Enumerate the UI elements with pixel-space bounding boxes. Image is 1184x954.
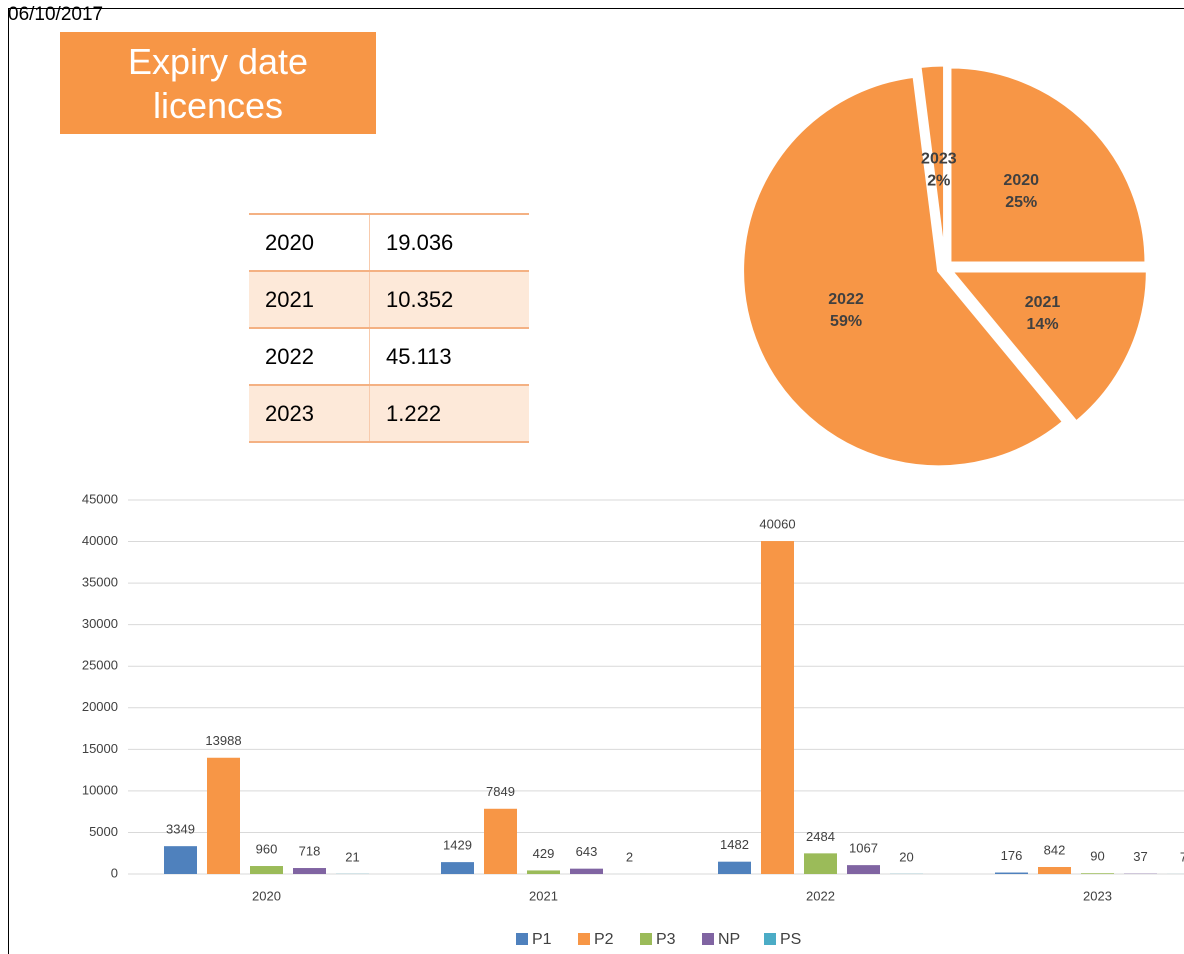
table-cell: 2020 [249,213,370,272]
bar-label: 90 [1090,849,1104,864]
y-tick-label: 30000 [82,616,118,631]
pie-label-category: 2023 [921,150,957,167]
pie-label-value: 25% [1005,194,1037,211]
bar [995,872,1028,874]
bar-label: 40060 [759,516,795,531]
legend-label: P1 [532,931,552,948]
table-row: 2023 1.222 [249,385,529,443]
y-tick-label: 15000 [82,741,118,756]
bar [804,853,837,874]
bar-label: 643 [576,844,598,859]
bar [164,846,197,874]
bar-label: 37 [1133,849,1147,864]
bar-label: 2 [626,849,633,864]
bar [1038,867,1071,874]
bar [250,866,283,874]
y-tick-label: 0 [111,865,118,880]
pie-slice [741,74,1066,469]
pie-label-value: 14% [1027,316,1059,333]
bar-label: 7 [1180,849,1184,864]
bar-label: 13988 [205,733,241,748]
bar-label: 20 [899,849,913,864]
legend-swatch [516,933,528,945]
y-tick-label: 35000 [82,575,118,590]
table-cell: 45.113 [369,328,529,386]
pie-label-value: 2% [927,172,950,189]
table-cell: 2021 [249,271,370,329]
bar-label: 1429 [443,838,472,853]
legend-swatch [764,933,776,945]
frame [8,8,1184,954]
bar-label: 3349 [166,822,195,837]
bar [847,865,880,874]
bar-label: 718 [299,843,321,858]
x-tick-label: 2022 [806,888,835,903]
y-tick-label: 10000 [82,782,118,797]
y-tick-label: 40000 [82,533,118,548]
title: Expiry date licences [60,32,376,134]
x-tick-label: 2020 [252,888,281,903]
pie-slice [918,63,947,262]
pie-slice [948,65,1148,265]
bar [527,870,560,874]
pie-label-category: 2022 [828,291,864,308]
table-cell: 1.222 [369,385,529,443]
bar-label: 7849 [486,784,515,799]
table-cell: 2022 [249,328,370,386]
table-row: 2020 19.036 [249,213,529,272]
bar-label: 1067 [849,841,878,856]
bar-label: 21 [345,849,359,864]
y-tick-label: 20000 [82,699,118,714]
x-tick-label: 2021 [529,888,558,903]
bar [718,861,751,874]
bar [1081,873,1114,874]
bar [293,868,326,874]
bar [761,541,794,874]
bar [207,757,240,874]
bar [570,868,603,874]
bar-label: 842 [1044,842,1066,857]
bar-label: 1482 [720,837,749,852]
legend-label: P2 [594,931,614,948]
legend-swatch [640,933,652,945]
x-tick-label: 2023 [1083,888,1112,903]
legend-label: PS [780,931,801,948]
pie-slice [948,269,1149,425]
y-tick-label: 5000 [89,824,118,839]
y-tick-label: 25000 [82,658,118,673]
table-cell: 19.036 [369,213,529,272]
legend-label: P3 [656,931,676,948]
table: 2020 19.036 2021 10.352 2022 45.113 2023 1.222 [249,213,529,443]
table-cell: 2023 [249,385,370,443]
bar [441,862,474,874]
date: 06/10/2017 [8,4,104,25]
bar-label: 176 [1001,848,1023,863]
bar-label: 2484 [806,829,835,844]
legend-swatch [578,933,590,945]
bar [484,808,517,874]
table-row: 2021 10.352 [249,271,529,329]
table-cell: 10.352 [369,271,529,329]
bar-label: 429 [533,846,555,861]
y-tick-label: 45000 [82,491,118,506]
pie-label-category: 2021 [1025,294,1061,311]
pie-label-category: 2020 [1003,172,1039,189]
legend-swatch [702,933,714,945]
bar-label: 960 [256,841,278,856]
legend-label: NP [718,931,740,948]
pie-label-value: 59% [830,313,862,330]
table-row: 2022 45.113 [249,328,529,386]
